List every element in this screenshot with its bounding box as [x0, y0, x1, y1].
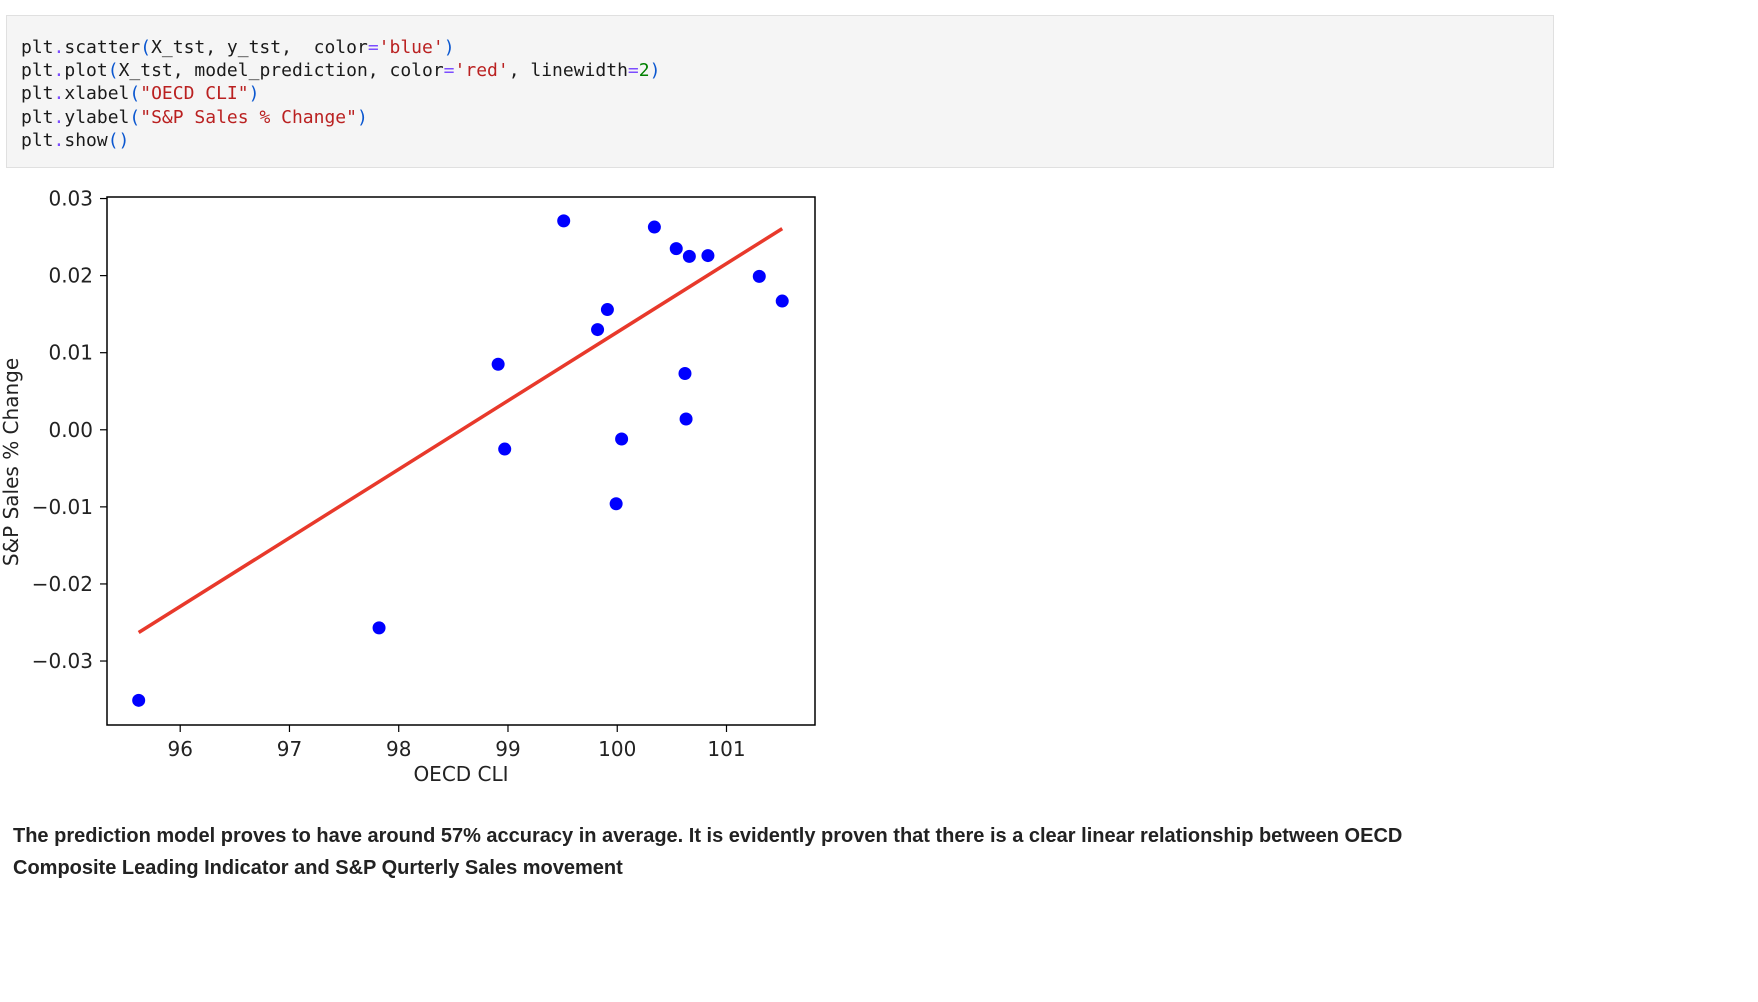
- code-token: 'red': [454, 60, 509, 82]
- x-axis: 96 97 98 99 100 101: [167, 725, 746, 761]
- scatter-point: [132, 693, 146, 707]
- y-tick-label: 0.01: [48, 341, 93, 365]
- code-token: .: [53, 60, 65, 82]
- code-token: X_tst, y_tst, color: [151, 37, 368, 58]
- code-token: ): [443, 37, 455, 58]
- scatter-point: [752, 269, 766, 283]
- code-editor[interactable]: plt.scatter(X_tst, y_tst, color='blue') p…: [21, 36, 660, 152]
- code-line: plt.xlabel("OECD CLI"): [21, 82, 660, 105]
- y-axis-label: S&P Sales % Change: [0, 358, 23, 566]
- plot-area-frame: [106, 196, 816, 726]
- regression-line: [137, 227, 784, 634]
- code-token: =: [367, 37, 379, 58]
- code-token: show: [64, 129, 108, 151]
- code-token: plt: [21, 83, 54, 105]
- scatter-point: [701, 249, 715, 263]
- code-token: plt: [21, 37, 54, 58]
- scatter-point: [591, 323, 605, 337]
- scatter-point: [498, 442, 512, 456]
- scatter-point: [609, 497, 623, 511]
- y-tick-label: −0.02: [32, 572, 93, 596]
- scatter-point: [557, 214, 571, 228]
- code-token: (): [107, 129, 130, 151]
- plot-marks: [132, 214, 789, 707]
- scatter-point: [615, 432, 629, 446]
- code-token: xlabel: [64, 83, 130, 105]
- code-token: =: [443, 60, 455, 82]
- scatter-point: [372, 621, 386, 635]
- code-token: (: [129, 83, 141, 105]
- scatter-point: [600, 303, 614, 317]
- code-token: .: [53, 106, 65, 128]
- y-tick-label: −0.03: [32, 649, 93, 673]
- scatter-point: [678, 367, 692, 381]
- scatter-point: [679, 412, 693, 426]
- code-token: plt: [21, 106, 54, 128]
- x-tick-label: 101: [707, 737, 745, 761]
- code-token: scatter: [64, 37, 141, 58]
- code-token: .: [53, 83, 65, 105]
- scatter-point: [491, 357, 505, 371]
- y-axis: −0.03 −0.02 −0.01 0.00 0.01 0.02 0.03: [32, 187, 107, 673]
- plot-output: −0.03 −0.02 −0.01 0.00 0.01 0.02 0.03 96 97 98 99…: [0, 180, 830, 800]
- scatter-point: [682, 249, 696, 263]
- code-token: "S&P Sales % Change": [140, 106, 357, 128]
- code-token: 'blue': [378, 37, 444, 58]
- x-tick-label: 99: [495, 737, 520, 761]
- y-tick-label: 0.00: [48, 418, 93, 442]
- code-token: ): [649, 60, 661, 82]
- y-tick-label: 0.02: [48, 264, 93, 288]
- code-line: plt.plot(X_tst, model_prediction, color=…: [21, 59, 660, 82]
- code-token: plot: [64, 60, 108, 82]
- scatter-point: [669, 242, 683, 256]
- code-token: X_tst, model_prediction, color: [118, 60, 444, 82]
- code-token: (: [140, 37, 152, 58]
- code-token: , linewidth: [508, 60, 628, 82]
- x-tick-label: 96: [167, 737, 192, 761]
- code-line: plt.scatter(X_tst, y_tst, color='blue'): [21, 36, 660, 59]
- x-tick-label: 98: [386, 737, 411, 761]
- code-token: (: [129, 106, 141, 128]
- code-token: ): [248, 83, 260, 105]
- y-tick-label: −0.01: [32, 495, 93, 519]
- y-tick-label: 0.03: [48, 187, 93, 211]
- x-tick-label: 100: [598, 737, 636, 761]
- x-axis-label: OECD CLI: [413, 762, 508, 786]
- x-tick-label: 97: [277, 737, 302, 761]
- scatter-point: [647, 220, 661, 234]
- scatter-plot: −0.03 −0.02 −0.01 0.00 0.01 0.02 0.03 96 97 98 99…: [0, 187, 816, 786]
- code-token: 2: [638, 60, 650, 82]
- code-token: =: [627, 60, 639, 82]
- code-token: "OECD CLI": [140, 83, 249, 105]
- code-token: plt: [21, 60, 54, 82]
- code-cell[interactable]: plt.scatter(X_tst, y_tst, color='blue') p…: [6, 15, 1554, 168]
- code-token: .: [53, 129, 65, 151]
- code-token: ylabel: [64, 106, 130, 128]
- code-line: plt.ylabel("S&P Sales % Change"): [21, 106, 660, 129]
- code-token: .: [53, 37, 65, 58]
- code-token: (: [107, 60, 119, 82]
- code-token: plt: [21, 129, 54, 151]
- scatter-point: [775, 294, 789, 308]
- code-line: plt.show(): [21, 129, 660, 152]
- code-token: ): [356, 106, 368, 128]
- narrative-text: The prediction model proves to have arou…: [13, 825, 1403, 879]
